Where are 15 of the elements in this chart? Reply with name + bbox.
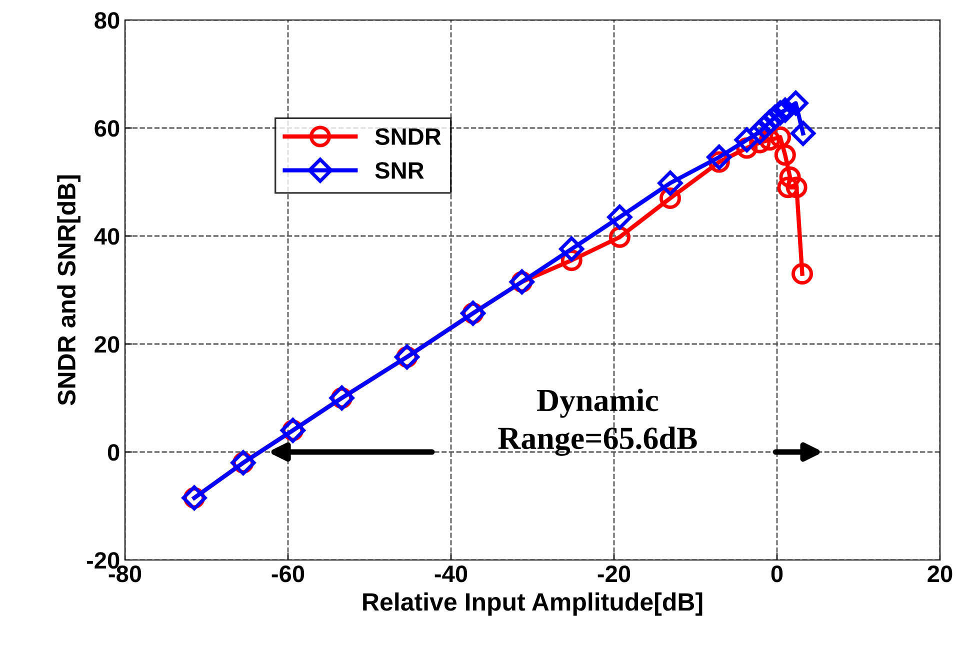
y-tick-label: 60 — [94, 120, 120, 137]
legend-label: SNR — [375, 162, 424, 179]
legend-label: SNDR — [375, 128, 441, 145]
y-tick-label: 80 — [94, 12, 120, 29]
y-axis-title: SNDR and SNR[dB] — [57, 175, 80, 406]
y-tick-label: 0 — [108, 444, 120, 461]
y-tick-label: 40 — [94, 228, 120, 245]
x-tick-label: -60 — [272, 565, 304, 582]
y-tick-label: 20 — [94, 336, 120, 353]
x-tick-label: 0 — [771, 565, 783, 582]
x-axis-title: Relative Input Amplitude[dB] — [363, 592, 702, 616]
annotation: Dynamic Range=65.6dB — [498, 388, 697, 456]
x-tick-label: -40 — [434, 565, 468, 582]
x-tick-label: 20 — [928, 565, 952, 582]
x-tick-label: -20 — [598, 565, 630, 582]
